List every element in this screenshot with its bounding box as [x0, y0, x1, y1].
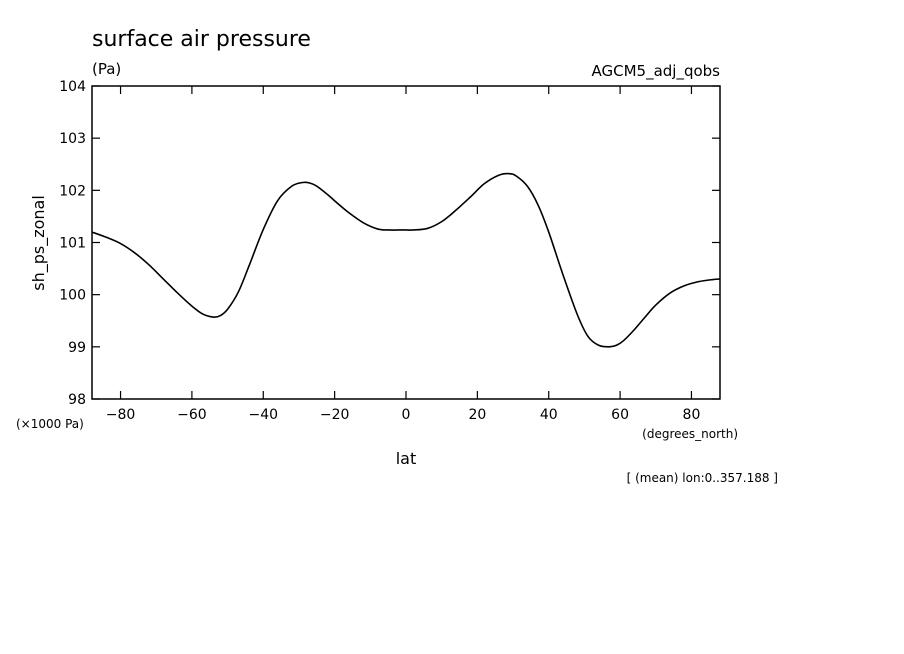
y-tick-label: 104 — [59, 79, 86, 95]
x-tick-label: −40 — [248, 407, 278, 423]
x-axis-ticks: −80 −60 −40 −20 0 20 40 60 80 — [106, 86, 701, 423]
x-units-label: (degrees_north) — [642, 427, 738, 441]
footnote: [ (mean) lon:0..357.188 ] — [627, 471, 778, 485]
dataset-label: AGCM5_adj_qobs — [592, 62, 721, 81]
y-tick-label: 99 — [68, 340, 86, 356]
units-label: (Pa) — [92, 60, 121, 78]
x-tick-label: −60 — [177, 407, 207, 423]
y-tick-label: 102 — [59, 183, 86, 199]
x-tick-label: 20 — [468, 407, 486, 423]
x-tick-label: 80 — [683, 407, 701, 423]
x-tick-label: 60 — [611, 407, 629, 423]
x-tick-label: −80 — [106, 407, 136, 423]
y-tick-label: 100 — [59, 288, 86, 304]
x-tick-label: 0 — [402, 407, 411, 423]
y-axis-ticks: 98 99 100 101 102 103 104 — [59, 79, 720, 408]
y-tick-label: 101 — [59, 236, 86, 252]
y-tick-label: 98 — [68, 392, 86, 408]
y-tick-label: 103 — [59, 131, 86, 147]
y-scale-label: (×1000 Pa) — [16, 417, 84, 431]
plot-frame — [91, 85, 721, 400]
y-axis-label: sh_ps_zonal — [29, 195, 49, 291]
x-tick-label: 40 — [540, 407, 558, 423]
series-line — [91, 172, 721, 348]
x-axis-label: lat — [396, 449, 417, 468]
chart-title: surface air pressure — [92, 27, 311, 52]
x-tick-label: −20 — [320, 407, 350, 423]
